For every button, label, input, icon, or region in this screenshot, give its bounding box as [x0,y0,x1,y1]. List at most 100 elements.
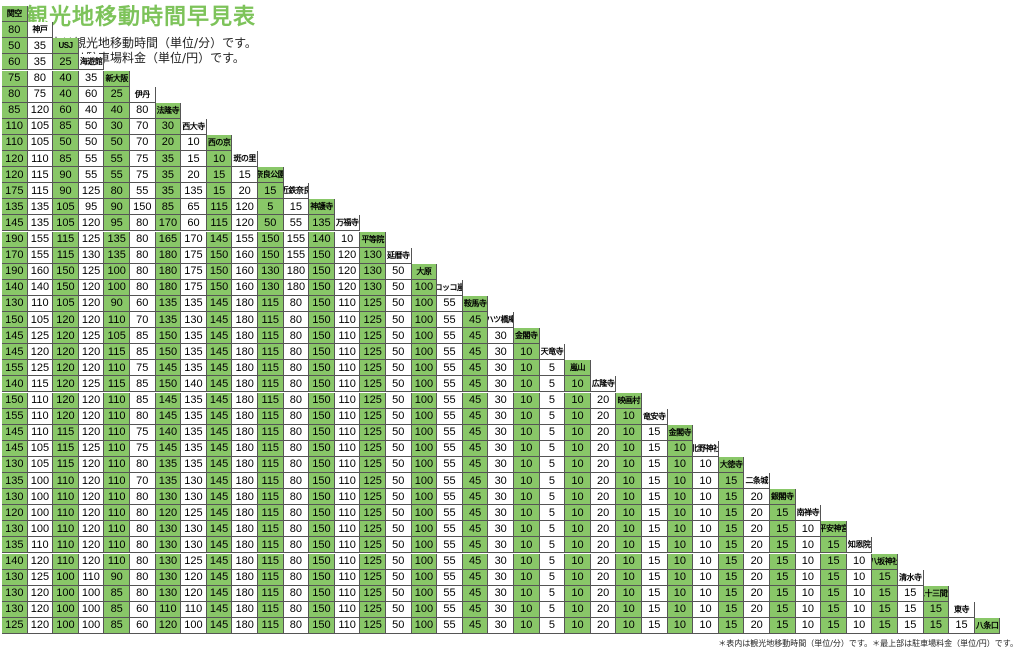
travel-time-cell: 20 [744,601,770,618]
travel-time-cell: 110 [334,521,361,538]
place-name: 奈良公園 [258,167,284,184]
travel-time-cell: 100 [181,617,207,634]
travel-time-cell: 50 [386,408,412,425]
travel-time-cell: 105 [104,328,130,345]
travel-time-cell: 110 [53,537,79,554]
travel-time-cell: 120 [78,505,105,522]
travel-time-cell: 115 [53,440,79,457]
travel-time-cell: 55 [283,215,310,232]
travel-time-cell: 10 [667,489,694,506]
place-name: 神護寺 [309,199,335,216]
travel-time-cell: 125 [78,263,105,280]
travel-time-cell: 130 [2,489,28,506]
travel-time-cell: 120 [53,328,79,345]
travel-time-cell: 80 [130,215,156,232]
travel-time-cell: 10 [616,585,642,602]
travel-time-cell: 135 [181,344,207,361]
travel-time-cell: 85 [104,601,130,618]
travel-time-cell: 130 [2,601,28,618]
travel-time-cell: 115 [27,376,54,393]
travel-time-cell: 90 [53,183,79,200]
travel-time-cell: 115 [258,408,284,425]
travel-time-cell: 150 [309,537,335,554]
travel-time-cell: 20 [744,553,770,570]
travel-time-cell: 120 [53,344,79,361]
travel-time-cell: 145 [206,585,233,602]
travel-time-cell: 10 [616,505,642,522]
travel-time-cell: 110 [334,505,361,522]
travel-time-cell: 110 [104,360,130,377]
travel-time-cell: 20 [590,521,617,538]
travel-time-cell: 80 [130,102,156,119]
travel-time-cell: 145 [206,231,233,248]
travel-time-cell: 10 [616,424,642,441]
travel-time-cell: 20 [590,585,617,602]
travel-time-cell: 115 [104,344,130,361]
travel-time-cell: 10 [795,521,822,538]
travel-time-cell: 130 [360,247,386,264]
travel-time-cell: 180 [232,295,258,312]
travel-time-cell: 50 [386,263,412,280]
travel-time-cell: 130 [181,473,207,490]
travel-time-cell: 30 [488,328,514,345]
travel-time-cell: 10 [667,569,694,586]
travel-time-cell: 145 [206,360,233,377]
travel-time-cell: 15 [718,617,745,634]
place-name: 斑の里 [232,151,258,168]
travel-time-cell: 155 [232,231,258,248]
travel-time-cell: 10 [565,456,591,473]
travel-time-cell: 30 [488,408,514,425]
travel-time-cell: 85 [104,585,130,602]
travel-time-cell: 145 [155,360,182,377]
travel-time-cell: 125 [360,328,386,345]
travel-time-cell: 140 [309,231,335,248]
travel-time-cell: 15 [872,617,898,634]
travel-time-cell: 120 [27,344,54,361]
travel-time-cell: 80 [283,521,310,538]
travel-time-cell: 100 [78,601,105,618]
travel-time-cell: 145 [206,489,233,506]
travel-time-cell: 180 [283,263,310,280]
travel-time-cell: 15 [872,569,898,586]
travel-time-cell: 115 [258,537,284,554]
travel-time-cell: 145 [155,392,182,409]
travel-time-cell: 130 [2,569,28,586]
travel-time-cell: 55 [437,601,463,618]
travel-time-cell: 145 [206,344,233,361]
travel-time-cell: 80 [283,440,310,457]
travel-time-cell: 130 [155,569,182,586]
travel-time-cell: 10 [565,440,591,457]
travel-time-cell: 100 [411,601,438,618]
travel-time-cell: 55 [437,456,463,473]
travel-time-cell: 45 [462,553,489,570]
travel-time-cell: 50 [386,521,412,538]
travel-time-cell: 110 [334,360,361,377]
note-time-unit: ※表内は観光地移動時間（単位/分）です。 [28,36,257,50]
travel-time-cell: 10 [514,392,540,409]
travel-time-cell: 120 [78,279,105,296]
place-name: 平等院 [360,231,386,248]
travel-time-cell: 10 [565,473,591,490]
travel-time-cell: 5 [539,473,566,490]
travel-time-cell: 125 [360,312,386,329]
travel-time-cell: 180 [232,360,258,377]
travel-time-cell: 70 [130,118,156,135]
travel-time-cell: 85 [2,102,28,119]
travel-time-cell: 145 [206,392,233,409]
travel-time-cell: 135 [2,199,28,216]
travel-time-cell: 90 [104,199,130,216]
place-name: 嵐山 [565,360,591,377]
travel-time-cell: 20 [590,392,617,409]
travel-time-cell: 145 [2,344,28,361]
travel-time-cell: 80 [130,569,156,586]
travel-time-cell: 15 [642,424,668,441]
travel-time-cell: 5 [539,585,566,602]
travel-time-cell: 120 [334,247,361,264]
travel-time-cell: 80 [283,344,310,361]
travel-time-cell: 110 [155,601,182,618]
travel-time-cell: 10 [565,601,591,618]
travel-time-cell: 110 [334,440,361,457]
travel-time-cell: 45 [462,601,489,618]
travel-time-cell: 10 [565,617,591,634]
travel-time-cell: 100 [411,376,438,393]
